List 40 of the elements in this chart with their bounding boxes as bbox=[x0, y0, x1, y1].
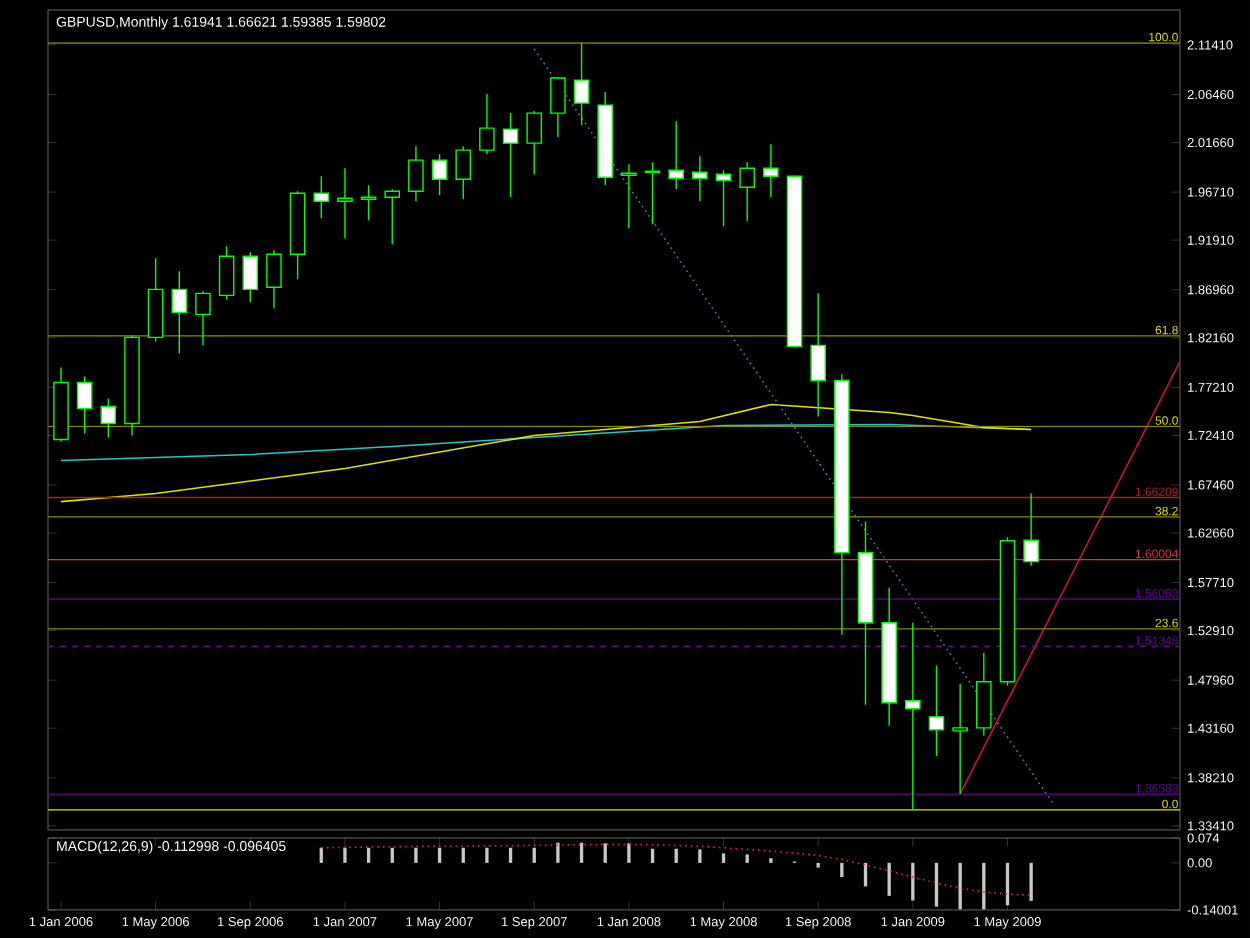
candlestick bbox=[76, 375, 93, 435]
candlestick bbox=[763, 143, 779, 198]
candlestick bbox=[502, 112, 519, 198]
candlestick bbox=[195, 290, 211, 347]
candlestick bbox=[147, 257, 164, 343]
candlestick bbox=[408, 145, 424, 202]
candlestick bbox=[786, 174, 803, 349]
candlestick bbox=[479, 93, 495, 155]
candlestick bbox=[124, 334, 140, 437]
line-series bbox=[60, 403, 1032, 503]
candlestick bbox=[621, 163, 637, 229]
candlestick bbox=[668, 120, 684, 190]
candlestick bbox=[810, 292, 826, 418]
candlestick bbox=[100, 397, 117, 439]
candlestick bbox=[952, 683, 968, 795]
candlestick bbox=[597, 91, 614, 186]
candlestick bbox=[218, 245, 235, 301]
candlestick bbox=[881, 586, 897, 727]
candlestick bbox=[834, 373, 850, 636]
candlestick bbox=[289, 190, 306, 281]
candlestick bbox=[242, 251, 259, 304]
candlestick bbox=[53, 366, 69, 443]
candlestick bbox=[550, 76, 566, 138]
candlestick bbox=[573, 42, 590, 126]
candlestick bbox=[266, 249, 282, 310]
candlestick bbox=[739, 161, 755, 222]
candlestick bbox=[431, 153, 448, 196]
candlestick bbox=[313, 175, 330, 219]
candlestick bbox=[976, 652, 992, 737]
candlestick bbox=[171, 270, 188, 355]
candlestick bbox=[999, 536, 1016, 687]
candlestick bbox=[715, 169, 732, 227]
candlestick bbox=[455, 145, 472, 200]
candlestick bbox=[692, 155, 708, 202]
candlestick bbox=[905, 622, 921, 811]
candlestick bbox=[337, 167, 353, 239]
candlestick bbox=[857, 520, 874, 706]
candlestick bbox=[1023, 492, 1039, 567]
candlestick bbox=[928, 665, 945, 757]
candlestick bbox=[526, 110, 543, 175]
